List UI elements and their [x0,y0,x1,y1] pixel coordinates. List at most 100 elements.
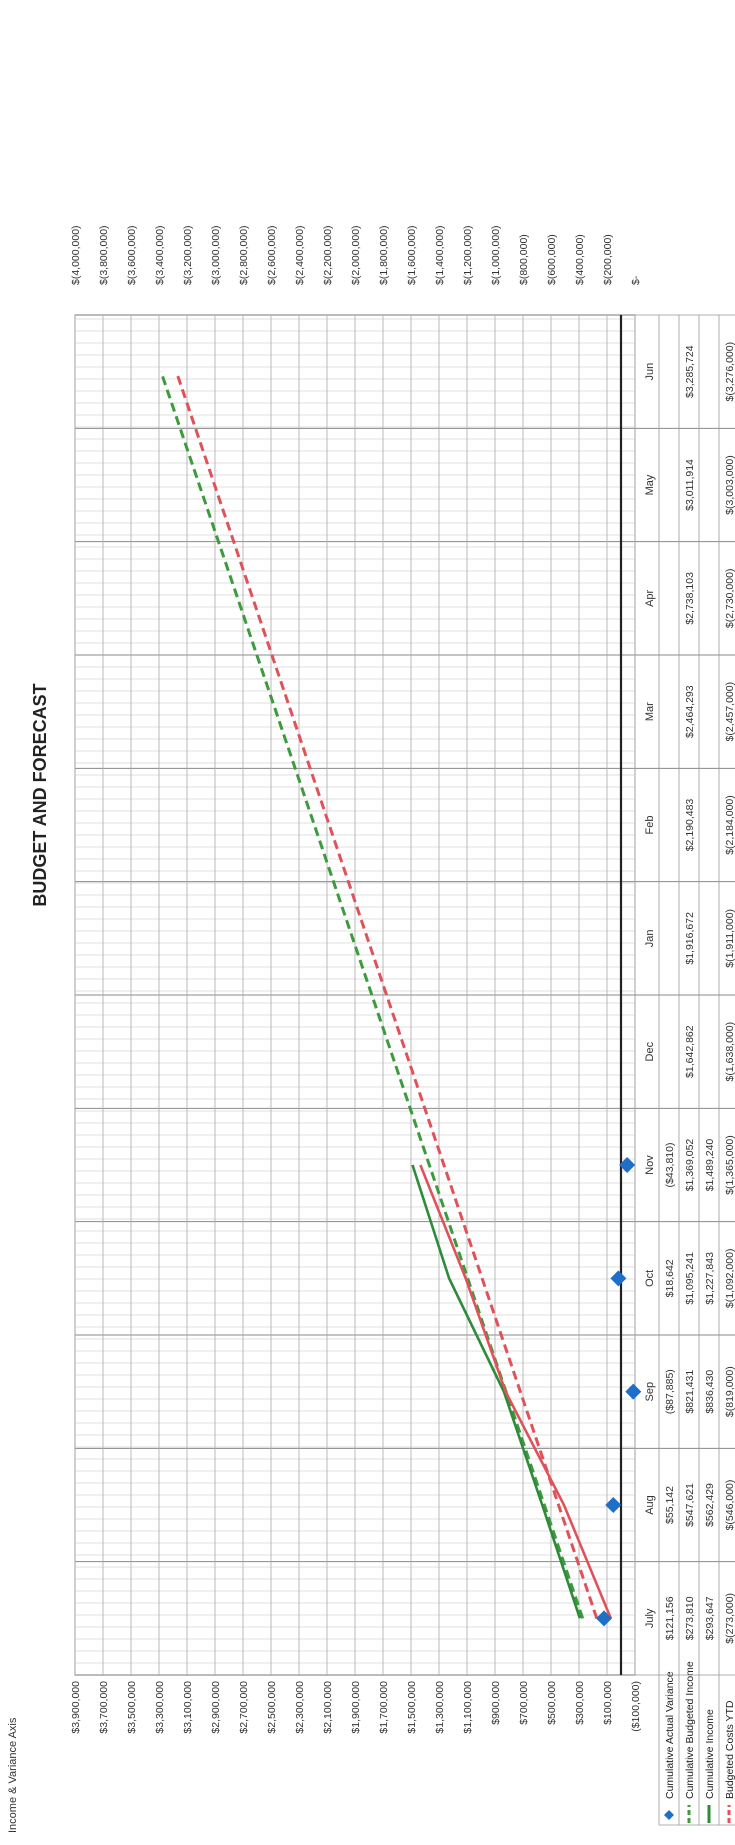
gridlines [74,314,735,1676]
table-cell: ($87,885) [664,1369,676,1414]
table-month-label: Sep [644,1382,656,1402]
variance-point [619,1157,636,1173]
table-cell: $(3,276,000) [724,342,735,402]
right-axis-tick-label: $(2,000,000) [350,225,362,285]
table-cell: ($43,810) [664,1143,676,1188]
left-axis-tick-label: $1,700,000 [378,1681,390,1734]
table-row-label: Cumulative Budgeted Income [684,1661,696,1799]
cumulative-income-line [411,1164,582,1619]
right-axis-tick-label: $(400,000) [574,234,586,285]
table-cell: $(273,000) [724,1593,735,1644]
left-axis-tick-label: $2,500,000 [266,1681,278,1734]
table-cell: $562,429 [704,1483,716,1527]
table-cell: $1,489,240 [704,1139,716,1192]
left-axis-tick-label: $1,500,000 [406,1681,418,1734]
table-cell: $821,431 [684,1370,696,1414]
table-month-label: Dec [644,1041,656,1061]
table-row-label: Cumulative Income [704,1709,716,1799]
variance-point [605,1497,622,1513]
table-month-label: Apr [644,589,656,606]
table-cell: $2,464,293 [684,685,696,738]
right-axis-tick-label: $(600,000) [546,234,558,285]
table-month-label: Feb [644,816,656,835]
table-cell: $(1,092,000) [724,1249,735,1309]
left-axis-tick-label: $700,000 [518,1681,530,1725]
table-cell: $(1,365,000) [724,1135,735,1195]
table-cell: $3,285,724 [684,345,696,398]
table-month-label: July [644,1608,656,1628]
budgeted-costs-ytd-line [174,371,599,1619]
table-row-label: Budgeted Costs YTD [724,1700,735,1799]
right-axis-tick-label: $- [630,275,642,285]
table-cell: $293,647 [704,1596,716,1640]
left-axis-title: Income & Variance Axis [7,1717,19,1833]
left-axis-tick-label: $100,000 [602,1681,614,1725]
left-axis-tick-label: $3,100,000 [182,1681,194,1734]
table-month-label: Nov [644,1155,656,1175]
table-month-label: Aug [644,1495,656,1515]
right-axis-tick-label: $(2,600,000) [266,225,278,285]
right-axis-tick-label: $(2,800,000) [238,225,250,285]
table-cell: $(1,638,000) [724,1022,735,1082]
right-axis-tick-label: $(1,800,000) [378,225,390,285]
table-cell: $(1,911,000) [724,909,735,968]
table-month-label: May [644,474,656,495]
table-cell: $1,916,672 [684,912,696,965]
table-month-label: Oct [644,1270,656,1287]
right-axis-tick-label: $(1,200,000) [462,225,474,285]
left-axis-tick-label: $900,000 [490,1681,502,1725]
table-month-label: Jun [644,363,656,381]
left-axis-tick-label: $3,900,000 [70,1681,82,1734]
table-cell: $(2,457,000) [724,682,735,742]
table-cell: $3,011,914 [684,459,696,511]
left-axis-tick-label: $300,000 [574,1681,586,1725]
right-axis-tick-label: $(1,000,000) [490,225,502,285]
table-cell: $55,142 [664,1486,676,1524]
left-axis-tick-label: $1,900,000 [350,1681,362,1734]
table-cell: $1,095,241 [684,1252,696,1305]
right-axis-tick-label: $(2,400,000) [294,225,306,285]
right-axis-tick-label: $(200,000) [602,234,614,285]
table-cell: $2,738,103 [684,572,696,625]
right-axis-tick-label: $(3,400,000) [154,225,166,285]
left-axis-tick-label: $2,900,000 [210,1681,222,1734]
cumulative-budgeted-income-line [159,371,585,1619]
left-axis-tick-label: $500,000 [546,1681,558,1725]
right-axis-tick-label: $(1,400,000) [434,225,446,285]
right-axis-tick-label: $(4,000,000) [70,225,82,285]
left-axis-tick-label: ($100,000) [630,1681,642,1732]
right-axis-tick-label: $(800,000) [518,234,530,285]
right-axis-tick-label: $(3,000,000) [210,225,222,285]
left-axis-tick-label: $3,500,000 [126,1681,138,1734]
right-axis-tick-label: $(3,600,000) [126,225,138,285]
left-axis-tick-label: $2,700,000 [238,1681,250,1734]
left-axis-tick-label: $3,700,000 [98,1681,110,1734]
table-cell: $836,430 [704,1370,716,1414]
table-month-label: Mar [644,702,656,721]
chart-title: BUDGET AND FORECAST [30,683,50,906]
table-month-label: Jan [644,929,656,947]
table-cell: $547,621 [684,1483,696,1527]
table-cell: $1,227,843 [704,1252,716,1305]
table-cell: $1,642,862 [684,1025,696,1078]
left-axis-tick-label: $1,300,000 [434,1681,446,1734]
left-axis-ticks: ($100,000) $100,000 $300,000 $500,000 $700,0… [70,1681,642,1734]
table-cell: $273,810 [684,1596,696,1640]
table-cell: $(2,184,000) [724,795,735,855]
table-cell: $18,642 [664,1259,676,1297]
table-row-label: Cumulative Actual Variance [664,1671,676,1799]
table-cell: $(3,003,000) [724,455,735,515]
right-axis-tick-label: $(3,800,000) [98,225,110,285]
left-axis-tick-label: $2,100,000 [322,1681,334,1734]
table-cell: $(819,000) [724,1366,735,1417]
left-axis-tick-label: $2,300,000 [294,1681,306,1734]
right-axis-ticks: $- $(200,000) $(400,000) $(600,000) $(800,00… [70,225,642,285]
table-cell: $1,369,052 [684,1139,696,1192]
table-cell: $121,156 [664,1596,676,1640]
left-axis-tick-label: $3,300,000 [154,1681,166,1734]
right-axis-tick-label: $(1,600,000) [406,225,418,285]
left-axis-tick-label: $1,100,000 [462,1681,474,1734]
